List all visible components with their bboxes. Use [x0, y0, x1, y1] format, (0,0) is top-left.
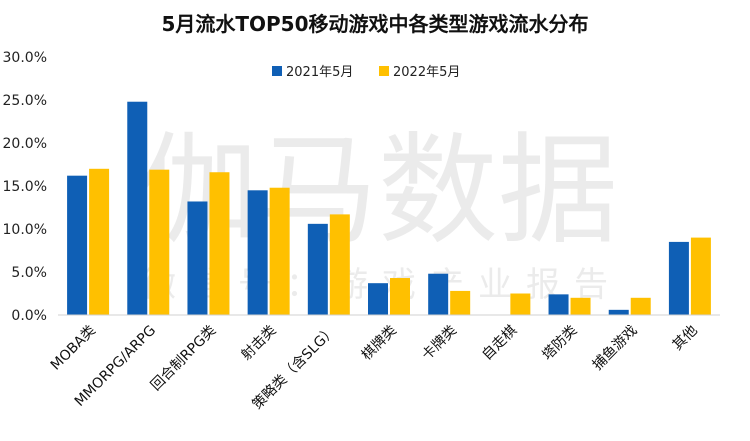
bar-2-3 — [209, 172, 230, 315]
bar-2-1 — [89, 168, 110, 315]
legend-label-2: 2022年5月 — [393, 65, 460, 80]
bar-1-10 — [608, 309, 629, 315]
x-tick-label: MOBA类 — [48, 323, 99, 374]
bar-1-5 — [307, 223, 328, 315]
bars — [67, 101, 711, 315]
x-tick-label: 棋牌类 — [358, 322, 400, 364]
bar-2-2 — [149, 169, 170, 315]
y-tick-label: 25.0% — [3, 93, 47, 109]
bar-1-7 — [428, 273, 449, 315]
legend-label-1: 2021年5月 — [286, 65, 353, 80]
bar-1-2 — [127, 101, 148, 315]
legend: 2021年5月 2022年5月 — [272, 65, 460, 80]
bar-2-9 — [570, 297, 591, 315]
bar-2-7 — [450, 290, 471, 315]
bar-2-6 — [390, 278, 410, 315]
bar-1-4 — [247, 190, 268, 315]
bar-2-10 — [630, 297, 651, 315]
bar-2-4 — [269, 187, 290, 315]
bar-1-1 — [67, 175, 88, 315]
y-tick-label: 30.0% — [3, 50, 47, 66]
bar-1-11 — [668, 241, 689, 315]
y-tick-label: 5.0% — [11, 265, 47, 281]
y-tick-label: 15.0% — [3, 179, 47, 195]
y-tick-label: 10.0% — [3, 222, 47, 238]
x-tick-label: 捕鱼游戏 — [589, 322, 641, 374]
y-tick-label: 0.0% — [11, 308, 47, 324]
bar-1-9 — [548, 294, 569, 315]
y-tick-label: 20.0% — [3, 136, 47, 152]
x-tick-label: 射击类 — [238, 323, 279, 364]
legend-swatch-1 — [272, 66, 282, 76]
bar-1-6 — [368, 283, 388, 315]
chart-title: 5月流水TOP50移动游戏中各类型游戏流水分布 — [161, 12, 588, 36]
bar-2-11 — [690, 237, 711, 315]
bar-2-8 — [510, 293, 531, 315]
bar-2-5 — [329, 214, 350, 315]
bar-1-3 — [187, 201, 208, 315]
legend-swatch-2 — [379, 66, 389, 76]
x-tick-label: 塔防类 — [539, 323, 580, 364]
y-axis: 0.0% 5.0% 10.0% 15.0% 20.0% 25.0% 30.0% — [3, 50, 47, 324]
x-tick-label: 卡牌类 — [418, 322, 460, 364]
x-tick-label: 其他 — [670, 323, 701, 354]
x-tick-label: 自走棋 — [479, 323, 520, 364]
x-tick-label: 回合制RPG类 — [148, 323, 219, 394]
